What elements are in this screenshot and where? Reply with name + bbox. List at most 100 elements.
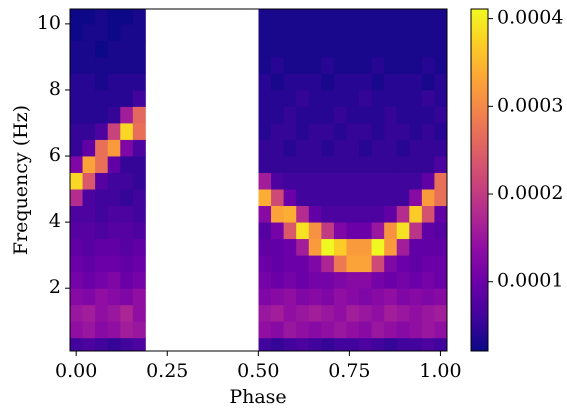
heatmap-cell bbox=[321, 73, 335, 91]
heatmap-cell bbox=[132, 255, 146, 273]
heatmap-cell bbox=[271, 205, 285, 223]
heatmap-cell bbox=[421, 288, 435, 306]
heatmap-cell bbox=[70, 156, 83, 173]
heatmap-cell bbox=[271, 23, 285, 41]
heatmap-cell bbox=[132, 271, 146, 289]
heatmap-cell bbox=[82, 73, 96, 91]
heatmap-cell bbox=[107, 255, 121, 273]
heatmap-cell bbox=[409, 238, 423, 256]
heatmap-cell bbox=[258, 156, 272, 173]
heatmap-cell bbox=[132, 321, 146, 339]
heatmap-cell bbox=[371, 40, 385, 58]
heatmap-cell bbox=[283, 123, 297, 140]
heatmap-cell bbox=[308, 40, 322, 58]
heatmap-cell bbox=[308, 89, 322, 107]
heatmap-cell bbox=[271, 9, 285, 25]
heatmap-cell bbox=[258, 172, 272, 190]
heatmap-cell bbox=[371, 156, 385, 173]
heatmap-cell bbox=[258, 9, 272, 25]
heatmap-cell bbox=[359, 222, 372, 240]
heatmap-cell bbox=[107, 9, 121, 25]
heatmap-cell bbox=[333, 222, 347, 240]
heatmap-cell bbox=[107, 205, 121, 223]
heatmap-cell bbox=[120, 337, 134, 351]
heatmap-cell bbox=[396, 288, 410, 306]
heatmap-cell bbox=[384, 255, 398, 273]
heatmap-cell bbox=[107, 89, 121, 107]
heatmap-cell bbox=[359, 288, 372, 306]
heatmap-cell bbox=[95, 271, 109, 289]
heatmap-cell bbox=[434, 189, 447, 207]
heatmap-cell bbox=[396, 238, 410, 256]
heatmap-cell bbox=[132, 9, 146, 25]
heatmap-cell bbox=[120, 40, 134, 58]
heatmap-cell bbox=[308, 172, 322, 190]
heatmap-cell bbox=[82, 89, 96, 107]
heatmap-cell bbox=[333, 255, 347, 273]
heatmap-cell bbox=[296, 73, 310, 91]
heatmap-cell bbox=[384, 321, 398, 339]
heatmap-cell bbox=[296, 139, 310, 157]
colorbar-tick-label: 0.0004 bbox=[497, 7, 563, 29]
heatmap-cell bbox=[359, 337, 372, 351]
heatmap-cell bbox=[95, 304, 109, 322]
heatmap-cell bbox=[283, 288, 297, 306]
heatmap-cell bbox=[95, 255, 109, 273]
heatmap-cell bbox=[132, 139, 146, 157]
heatmap bbox=[70, 9, 447, 351]
heatmap-cell bbox=[70, 189, 83, 207]
heatmap-cell bbox=[70, 172, 83, 190]
heatmap-cell bbox=[70, 222, 83, 240]
heatmap-cell bbox=[271, 106, 285, 124]
heatmap-cell bbox=[409, 337, 423, 351]
heatmap-cell bbox=[107, 139, 121, 157]
heatmap-cell bbox=[409, 156, 423, 173]
heatmap-cell bbox=[384, 205, 398, 223]
x-tick-label: 0.25 bbox=[146, 360, 188, 382]
heatmap-cell bbox=[82, 222, 96, 240]
heatmap-cell bbox=[283, 172, 297, 190]
y-tick-label: 2 bbox=[49, 276, 61, 298]
heatmap-cell bbox=[296, 271, 310, 289]
heatmap-cell bbox=[82, 139, 96, 157]
heatmap-cell bbox=[371, 89, 385, 107]
heatmap-cell bbox=[258, 123, 272, 140]
heatmap-cell bbox=[421, 139, 435, 157]
heatmap-cell bbox=[396, 9, 410, 25]
heatmap-cell bbox=[70, 9, 83, 25]
heatmap-cell bbox=[132, 205, 146, 223]
heatmap-cell bbox=[107, 172, 121, 190]
heatmap-cell bbox=[132, 337, 146, 351]
heatmap-cell bbox=[384, 271, 398, 289]
heatmap-cell bbox=[70, 139, 83, 157]
heatmap-cell bbox=[258, 304, 272, 322]
heatmap-cell bbox=[258, 189, 272, 207]
heatmap-cell bbox=[421, 156, 435, 173]
heatmap-cell bbox=[70, 255, 83, 273]
heatmap-cell bbox=[82, 9, 96, 25]
heatmap-cell bbox=[359, 56, 372, 74]
heatmap-cell bbox=[95, 89, 109, 107]
heatmap-cell bbox=[321, 23, 335, 41]
heatmap-cell bbox=[384, 73, 398, 91]
heatmap-cell bbox=[283, 139, 297, 157]
heatmap-cell bbox=[271, 271, 285, 289]
heatmap-cell bbox=[308, 222, 322, 240]
heatmap-cell bbox=[283, 40, 297, 58]
heatmap-cell bbox=[120, 205, 134, 223]
heatmap-cell bbox=[308, 321, 322, 339]
heatmap-cell bbox=[132, 189, 146, 207]
heatmap-cell bbox=[371, 205, 385, 223]
heatmap-cell bbox=[434, 9, 447, 25]
heatmap-cell bbox=[434, 337, 447, 351]
heatmap-cell bbox=[359, 139, 372, 157]
x-tick-label: 0.50 bbox=[237, 360, 279, 382]
heatmap-cell bbox=[333, 9, 347, 25]
heatmap-cell bbox=[296, 89, 310, 107]
y-axis-label: Frequency (Hz) bbox=[10, 105, 32, 255]
heatmap-cell bbox=[321, 40, 335, 58]
heatmap-cell bbox=[283, 255, 297, 273]
heatmap-cell bbox=[95, 321, 109, 339]
heatmap-cell bbox=[359, 106, 372, 124]
heatmap-cell bbox=[132, 172, 146, 190]
